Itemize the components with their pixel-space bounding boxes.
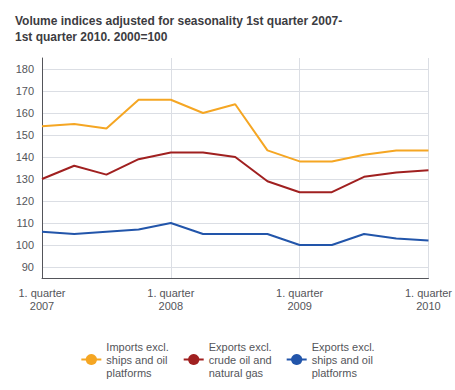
- svg-text:platforms: platforms: [312, 367, 358, 379]
- svg-text:2007: 2007: [30, 300, 54, 312]
- svg-text:180: 180: [16, 63, 34, 75]
- svg-text:150: 150: [16, 129, 34, 141]
- svg-text:2010: 2010: [416, 300, 440, 312]
- svg-text:Imports excl.: Imports excl.: [106, 341, 168, 353]
- svg-text:2008: 2008: [159, 300, 183, 312]
- svg-text:2009: 2009: [287, 300, 311, 312]
- svg-text:Exports excl.: Exports excl.: [312, 341, 375, 353]
- svg-text:platforms: platforms: [106, 367, 152, 379]
- svg-text:Volume indices adjusted for se: Volume indices adjusted for seasonality …: [15, 14, 342, 28]
- svg-text:1. quarter: 1. quarter: [147, 287, 194, 299]
- svg-text:160: 160: [16, 107, 34, 119]
- svg-text:natural gas: natural gas: [209, 367, 264, 379]
- svg-text:1. quarter: 1. quarter: [18, 287, 65, 299]
- svg-text:ships and oil: ships and oil: [312, 354, 373, 366]
- svg-text:130: 130: [16, 173, 34, 185]
- svg-text:100: 100: [16, 239, 34, 251]
- svg-text:90: 90: [22, 261, 34, 273]
- svg-text:120: 120: [16, 195, 34, 207]
- svg-text:110: 110: [16, 217, 34, 229]
- svg-text:1. quarter: 1. quarter: [276, 287, 323, 299]
- svg-text:1st quarter 2010. 2000=100: 1st quarter 2010. 2000=100: [15, 30, 168, 44]
- svg-text:ships and oil: ships and oil: [106, 354, 167, 366]
- svg-text:1. quarter: 1. quarter: [405, 287, 452, 299]
- svg-text:crude oil and: crude oil and: [209, 354, 272, 366]
- svg-text:Exports excl.: Exports excl.: [209, 341, 272, 353]
- svg-text:170: 170: [16, 85, 34, 97]
- svg-text:140: 140: [16, 151, 34, 163]
